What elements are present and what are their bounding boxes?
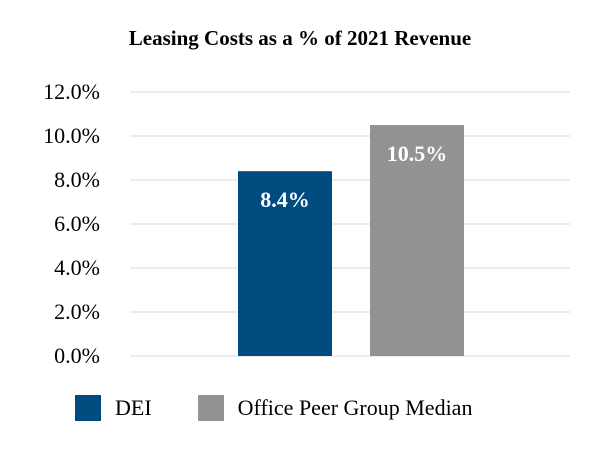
gridlines [130,91,570,357]
legend-label: DEI [115,395,152,420]
data-label: 10.5% [387,141,448,166]
chart-title: Leasing Costs as a % of 2021 Revenue [128,26,472,50]
legend-swatch [197,395,224,421]
y-tick-label: 8.0% [54,167,100,192]
bar-dei [238,171,332,356]
y-tick-label: 10.0% [43,123,100,148]
y-axis-ticks: 0.0% 2.0% 4.0% 6.0% 8.0% 10.0% 12.0% [43,79,100,368]
y-tick-label: 2.0% [54,299,100,324]
legend-label: Office Peer Group Median [237,395,473,420]
y-tick-label: 0.0% [54,343,100,368]
y-tick-label: 12.0% [43,79,100,104]
bar-chart: 0.0% 2.0% 4.0% 6.0% 8.0% 10.0% 12.0% 8.4% 10.5% [43,79,570,368]
legend: DEI Office Peer Group Median [75,390,518,426]
data-labels: 8.4% 10.5% [260,141,447,212]
legend-swatch [75,395,101,421]
bars [238,125,464,356]
y-tick-label: 4.0% [54,255,100,280]
y-tick-label: 6.0% [54,211,100,236]
bar-peer-median [370,125,464,356]
data-label: 8.4% [260,187,310,212]
legend-item: Office Peer Group Median [197,395,473,421]
legend-item: DEI [75,395,152,421]
